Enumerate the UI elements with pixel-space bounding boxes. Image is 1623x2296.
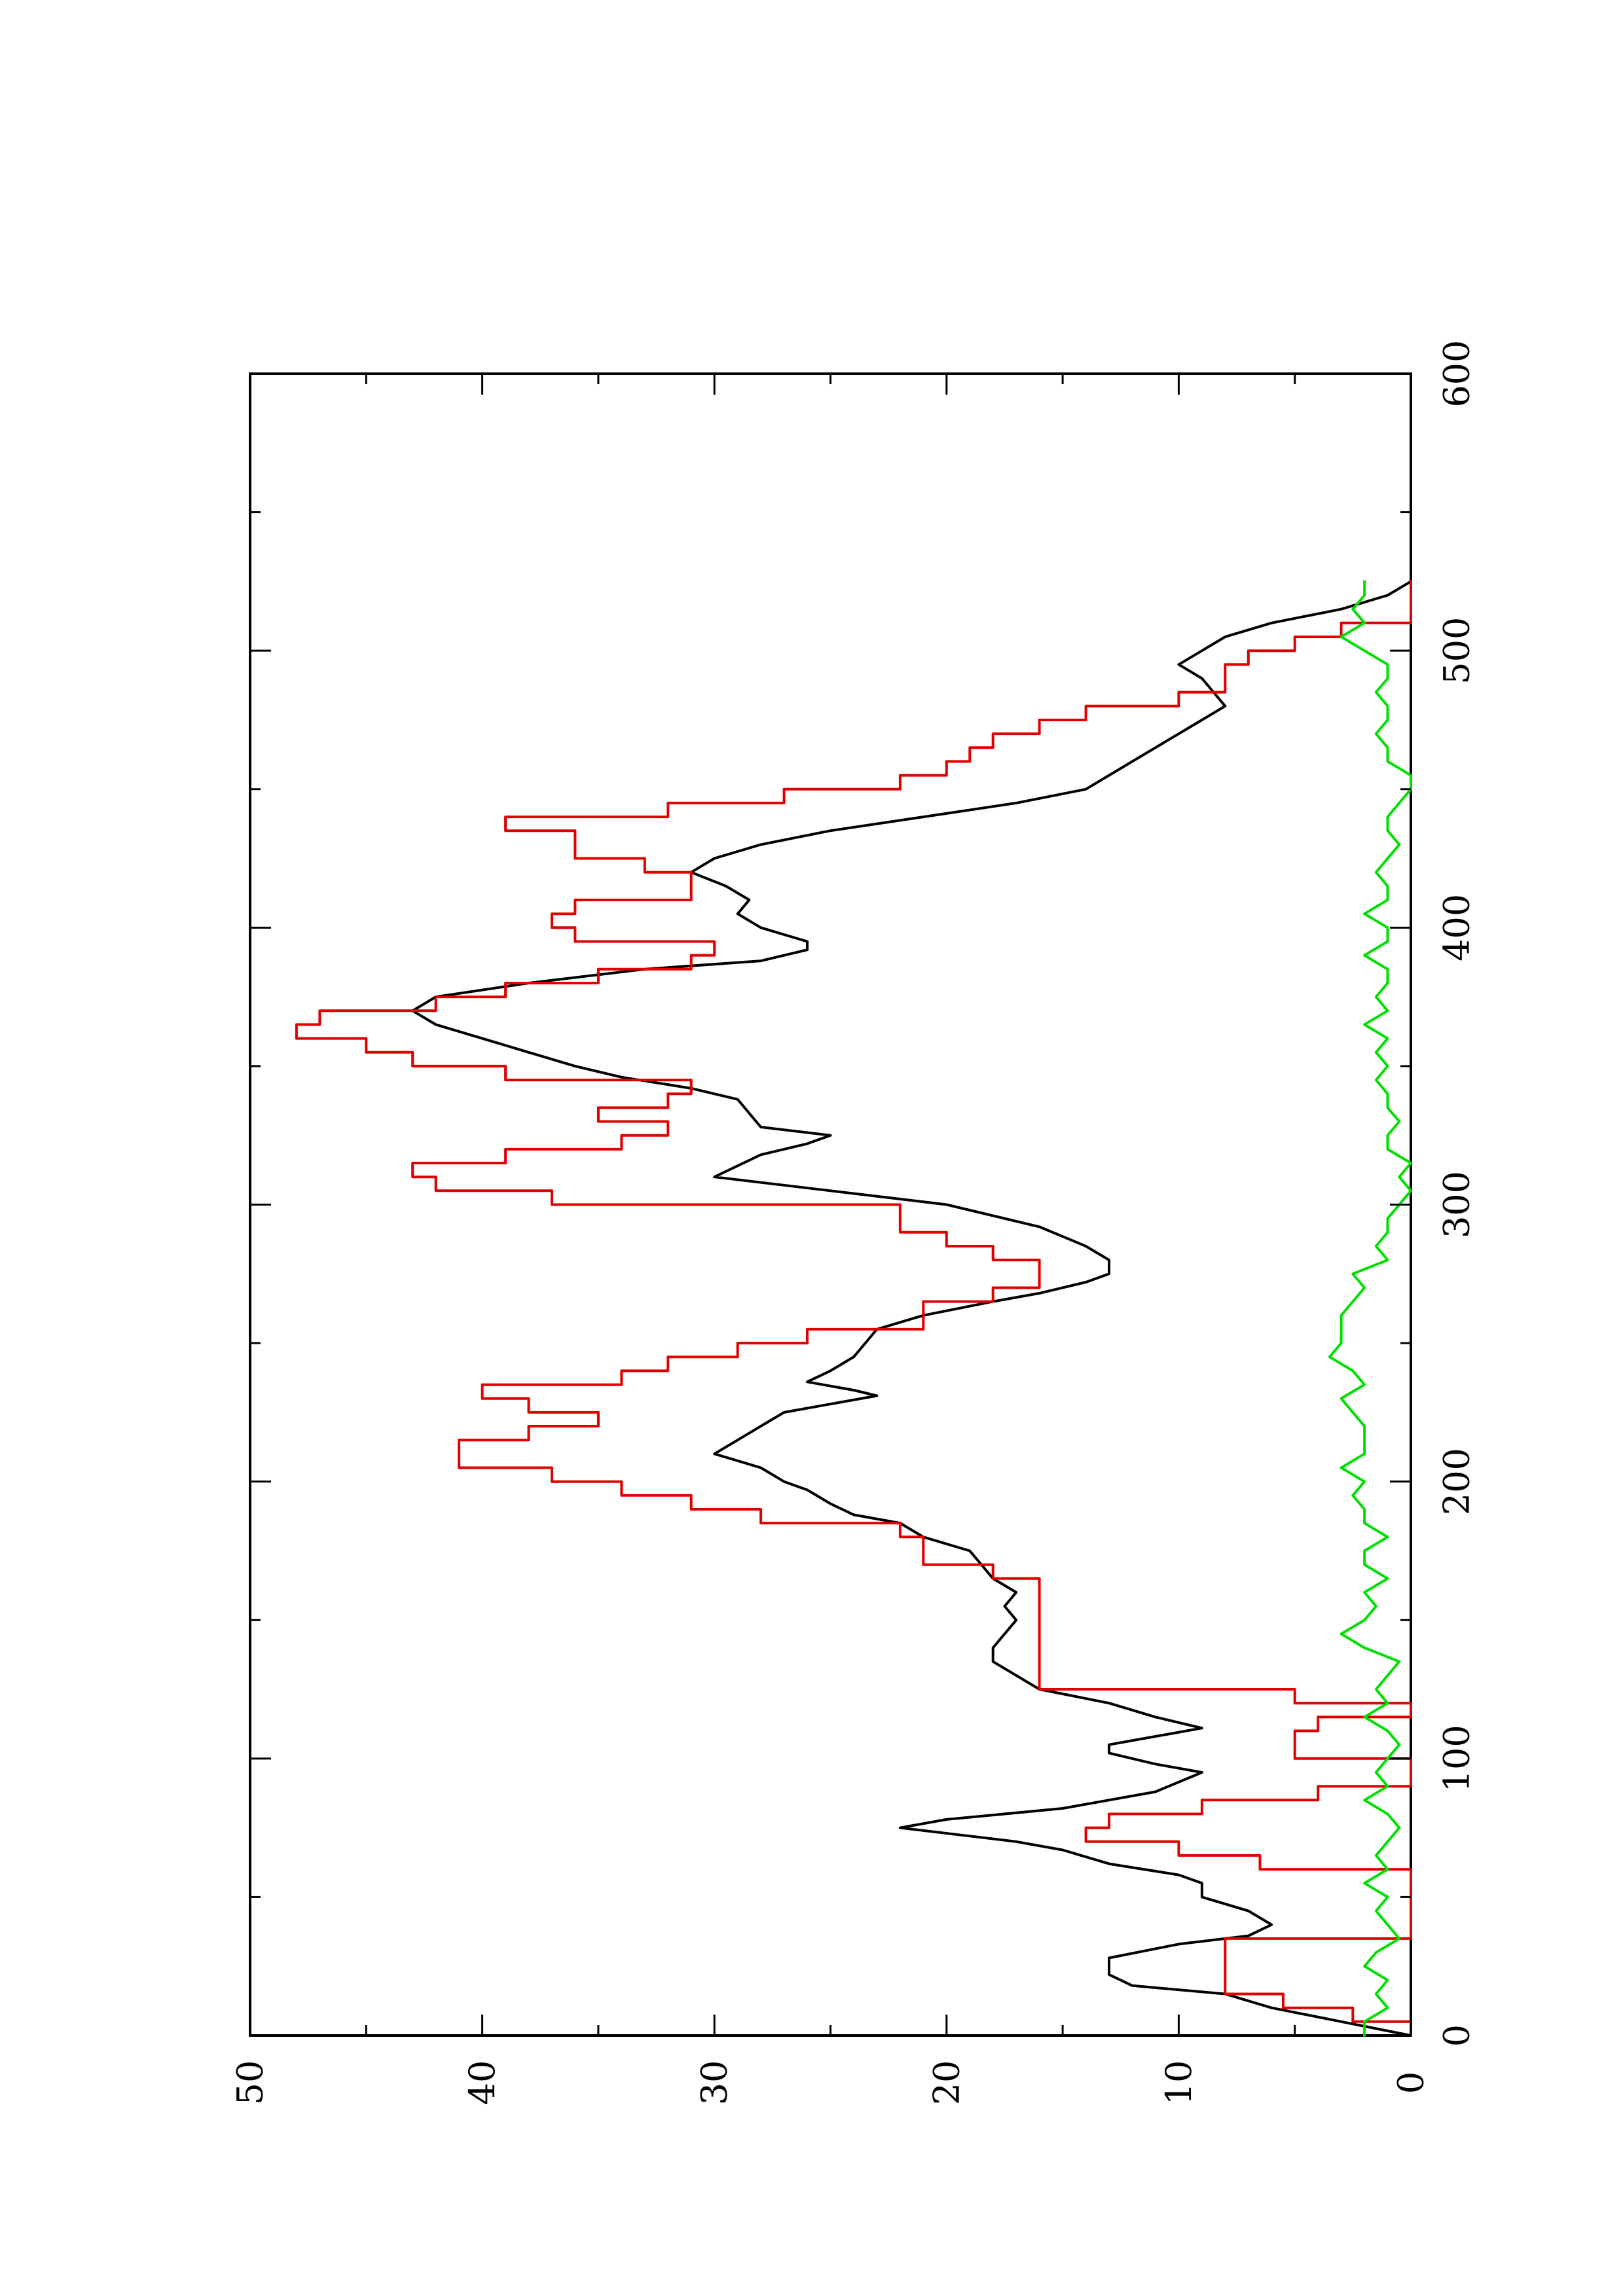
x-tick-label: 500 bbox=[1436, 617, 1478, 685]
x-tick-label: 100 bbox=[1436, 1725, 1478, 1792]
x-tick-label: 200 bbox=[1436, 1448, 1478, 1515]
x-tick-label: 0 bbox=[1436, 2024, 1478, 2047]
x-tick-label: 400 bbox=[1436, 894, 1478, 961]
x-tick-label: 600 bbox=[1436, 340, 1478, 407]
x-tick-label: 300 bbox=[1436, 1171, 1478, 1238]
y-tick-label: 30 bbox=[694, 2060, 735, 2106]
y-tick-label: 0 bbox=[1391, 2072, 1432, 2094]
y-tick-label: 50 bbox=[230, 2060, 271, 2106]
y-tick-label: 10 bbox=[1158, 2060, 1199, 2106]
y-tick-label: 20 bbox=[926, 2060, 967, 2106]
y-tick-label: 40 bbox=[462, 2060, 503, 2106]
